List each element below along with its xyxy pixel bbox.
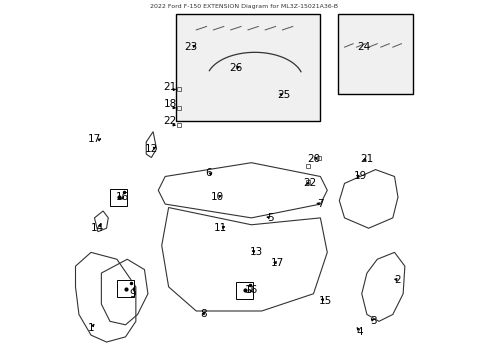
- Text: 16: 16: [115, 192, 128, 202]
- Text: 23: 23: [184, 42, 197, 52]
- Text: 18: 18: [163, 99, 177, 109]
- Text: 22: 22: [303, 179, 316, 188]
- Text: 9: 9: [129, 289, 136, 299]
- Text: 10: 10: [210, 192, 223, 202]
- Text: 17: 17: [270, 258, 284, 268]
- Text: 14: 14: [91, 223, 104, 233]
- Text: 15: 15: [318, 296, 331, 306]
- Text: 6: 6: [204, 168, 211, 178]
- Title: 2022 Ford F-150 EXTENSION Diagram for ML3Z-15021A36-B: 2022 Ford F-150 EXTENSION Diagram for ML…: [150, 4, 338, 9]
- Text: 17: 17: [88, 134, 101, 144]
- Text: 3: 3: [370, 316, 376, 327]
- Bar: [337, 14, 413, 94]
- Text: 16: 16: [244, 285, 258, 295]
- Text: 11: 11: [213, 223, 226, 233]
- Text: 1: 1: [87, 323, 94, 333]
- Text: 25: 25: [277, 90, 290, 100]
- Text: 19: 19: [353, 171, 366, 181]
- Text: 4: 4: [356, 327, 363, 337]
- Bar: [235, 282, 253, 299]
- Bar: [117, 280, 134, 297]
- Text: 21: 21: [360, 154, 373, 164]
- Text: 24: 24: [356, 42, 369, 52]
- Bar: [110, 189, 127, 206]
- Text: 22: 22: [163, 116, 177, 126]
- Text: 8: 8: [200, 310, 206, 319]
- Text: 12: 12: [144, 144, 158, 154]
- Text: 26: 26: [229, 63, 242, 73]
- Text: 20: 20: [306, 154, 319, 164]
- Text: 7: 7: [316, 199, 323, 209]
- Text: 13: 13: [249, 247, 263, 257]
- Text: 2: 2: [394, 275, 401, 285]
- Bar: [175, 14, 320, 121]
- Text: 5: 5: [266, 213, 273, 223]
- Text: 21: 21: [163, 82, 177, 92]
